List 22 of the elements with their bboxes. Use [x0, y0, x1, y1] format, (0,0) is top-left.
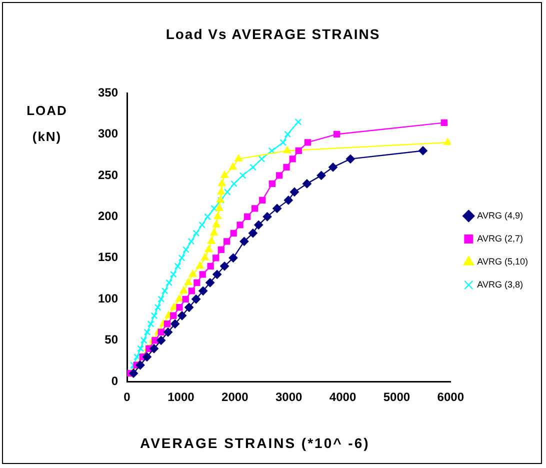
- y-tick-label: 250: [98, 168, 118, 182]
- y-tick-label: 0: [111, 374, 118, 388]
- legend-label: AVRG (3,8): [477, 279, 523, 290]
- chart-title: Load Vs AVERAGE STRAINS: [164, 26, 382, 42]
- x-tick-label: 4000: [329, 390, 356, 404]
- legend-label: AVRG (4,9): [477, 210, 523, 220]
- legend-label: AVRG (5,10): [477, 256, 528, 266]
- y-tick-label: 150: [98, 250, 118, 264]
- legend-label: AVRG (2,7): [477, 233, 523, 244]
- x-tick-label: 5000: [383, 390, 410, 404]
- x-tick-label: 0: [124, 390, 131, 404]
- y-tick-label: 300: [98, 126, 118, 141]
- x-axis-title: AVERAGE STRAINS (*10^ -6): [140, 435, 370, 451]
- y-tick-label: 100: [98, 291, 118, 306]
- x-tick-label: 6000: [437, 390, 464, 404]
- y-tick-label: 50: [104, 332, 118, 347]
- y-tick-label: 200: [98, 209, 118, 223]
- y-axis-title: LOAD (kN): [26, 102, 68, 146]
- x-tick-label: 1000: [168, 390, 195, 404]
- x-tick-label: 2000: [222, 390, 249, 404]
- y-tick-label: 350: [98, 85, 118, 100]
- x-tick-label: 3000: [275, 390, 303, 404]
